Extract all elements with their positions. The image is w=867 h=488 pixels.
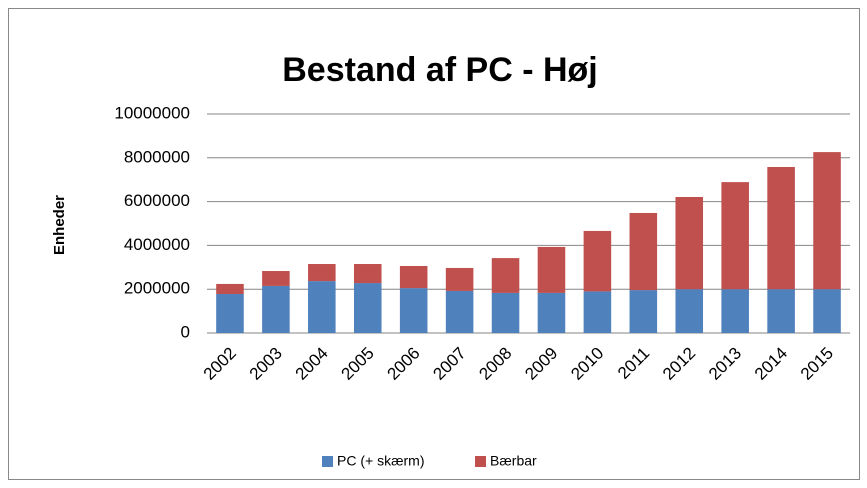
bar-segment [491,258,520,293]
bar-segment [308,264,336,282]
bar-segment [537,292,566,333]
y-tick-label: 4000000 [124,235,190,254]
bar-segment [813,152,841,290]
bar-segment [721,289,749,333]
legend-swatch [322,456,333,467]
bar-segment [445,267,474,291]
legend-swatch [475,456,486,467]
bar-segment [308,281,336,333]
y-tick-label: 8000000 [124,147,190,166]
bar-segment [216,294,244,333]
legend-label: PC (+ skærm) [337,453,425,469]
bar-segment [399,265,428,289]
bar-segment [675,197,704,290]
y-tick-label: 2000000 [124,279,190,298]
bar-segment [353,264,382,284]
bar-segment [629,212,658,291]
chart-frame [8,8,860,480]
bar-segment [262,271,290,286]
bar-segment [629,290,658,333]
bar-segment [675,289,704,333]
bar-segment [767,166,795,290]
bar-segment [262,285,290,333]
bar-segment [767,289,795,333]
y-axis-title: Enheder [51,195,68,255]
bar-segment [445,290,474,333]
bar-segment [583,230,612,292]
y-tick-label: 0 [181,322,190,341]
bar-segment [399,288,428,333]
y-tick-label: 10000000 [114,103,190,122]
bar-segment [813,289,841,333]
bar-segment [491,292,520,333]
bar-segment [583,291,612,333]
bar-segment [537,246,566,293]
chart-title: Bestand af PC - Høj [282,51,597,89]
bar-segment [216,283,244,295]
bar-segment [353,283,382,333]
legend-label: Bærbar [490,453,537,469]
y-tick-label: 6000000 [124,191,190,210]
bar-segment [721,182,749,290]
